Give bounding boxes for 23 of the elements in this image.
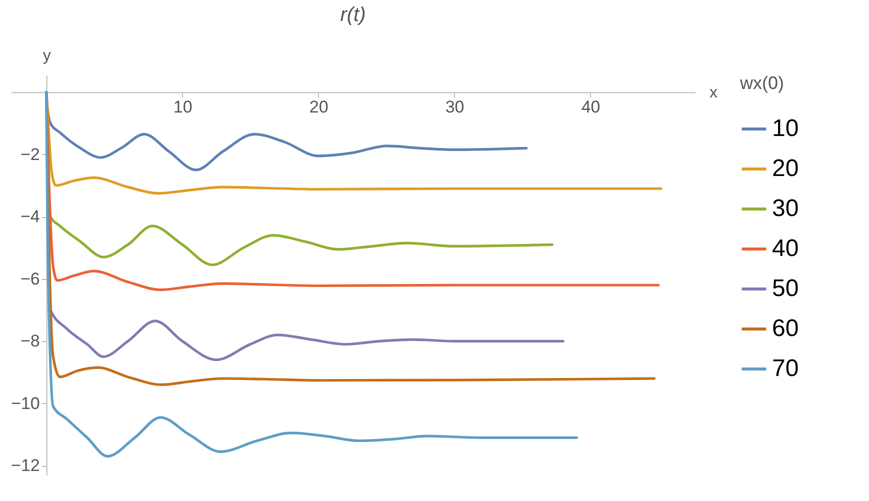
legend-label: 60 xyxy=(772,315,799,342)
legend-label: 20 xyxy=(772,155,799,182)
legend-label: 10 xyxy=(772,115,799,142)
chart-title: r(t) xyxy=(340,4,366,26)
legend-label: 50 xyxy=(772,275,799,302)
x-tick-label: 40 xyxy=(581,98,600,117)
y-tick-label: −10 xyxy=(11,394,40,413)
x-axis-title: x xyxy=(710,84,718,102)
legend-label: 30 xyxy=(772,195,799,222)
legend-title: wx(0) xyxy=(739,73,784,93)
line-series xyxy=(45,90,528,172)
y-tick-label: −8 xyxy=(20,332,40,351)
legend-label: 40 xyxy=(772,235,799,262)
y-tick-label: −12 xyxy=(11,456,40,476)
x-tick-label: 10 xyxy=(173,98,192,117)
y-tick-label: −2 xyxy=(20,144,40,164)
legend-label: 70 xyxy=(772,355,799,382)
x-tick-label: 20 xyxy=(309,98,328,117)
y-axis-title: y xyxy=(42,48,51,64)
y-tick-label: −6 xyxy=(20,269,40,288)
line-series xyxy=(45,90,578,458)
y-tick-label: −4 xyxy=(20,207,40,226)
x-tick-label: 30 xyxy=(445,98,464,117)
